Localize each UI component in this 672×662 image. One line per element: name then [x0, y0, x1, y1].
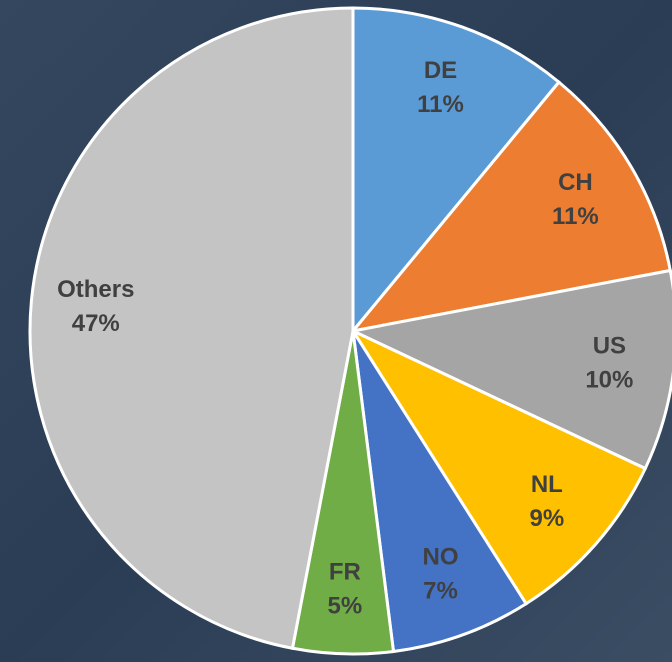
slice-label: Others [57, 276, 134, 303]
pie-slice [348, 327, 648, 606]
slice-label: FR [329, 559, 361, 586]
pie-slice [349, 80, 672, 334]
slice-value-label: 10% [585, 367, 633, 394]
slice-label: NL [531, 471, 563, 498]
slice-value-label: 11% [552, 203, 599, 230]
slice-label: NO [423, 543, 459, 570]
slice-value-label: 11% [417, 91, 464, 118]
pie-slice [28, 6, 355, 651]
slice-value-label: 47% [72, 310, 120, 337]
pie-slice [351, 6, 562, 336]
slice-label: US [593, 333, 626, 360]
pie: DE 11% CH 11% US 10% NL 9% NO 7% FR 5% Others 47% [28, 6, 672, 656]
slice-value-label: 9% [529, 505, 564, 532]
pie-slice [348, 268, 672, 471]
slice-label: CH [558, 169, 593, 196]
slice-value-label: 5% [328, 593, 363, 620]
pie-slice [351, 330, 529, 654]
slice-label: DE [424, 57, 457, 84]
slice-value-label: 7% [423, 577, 458, 604]
